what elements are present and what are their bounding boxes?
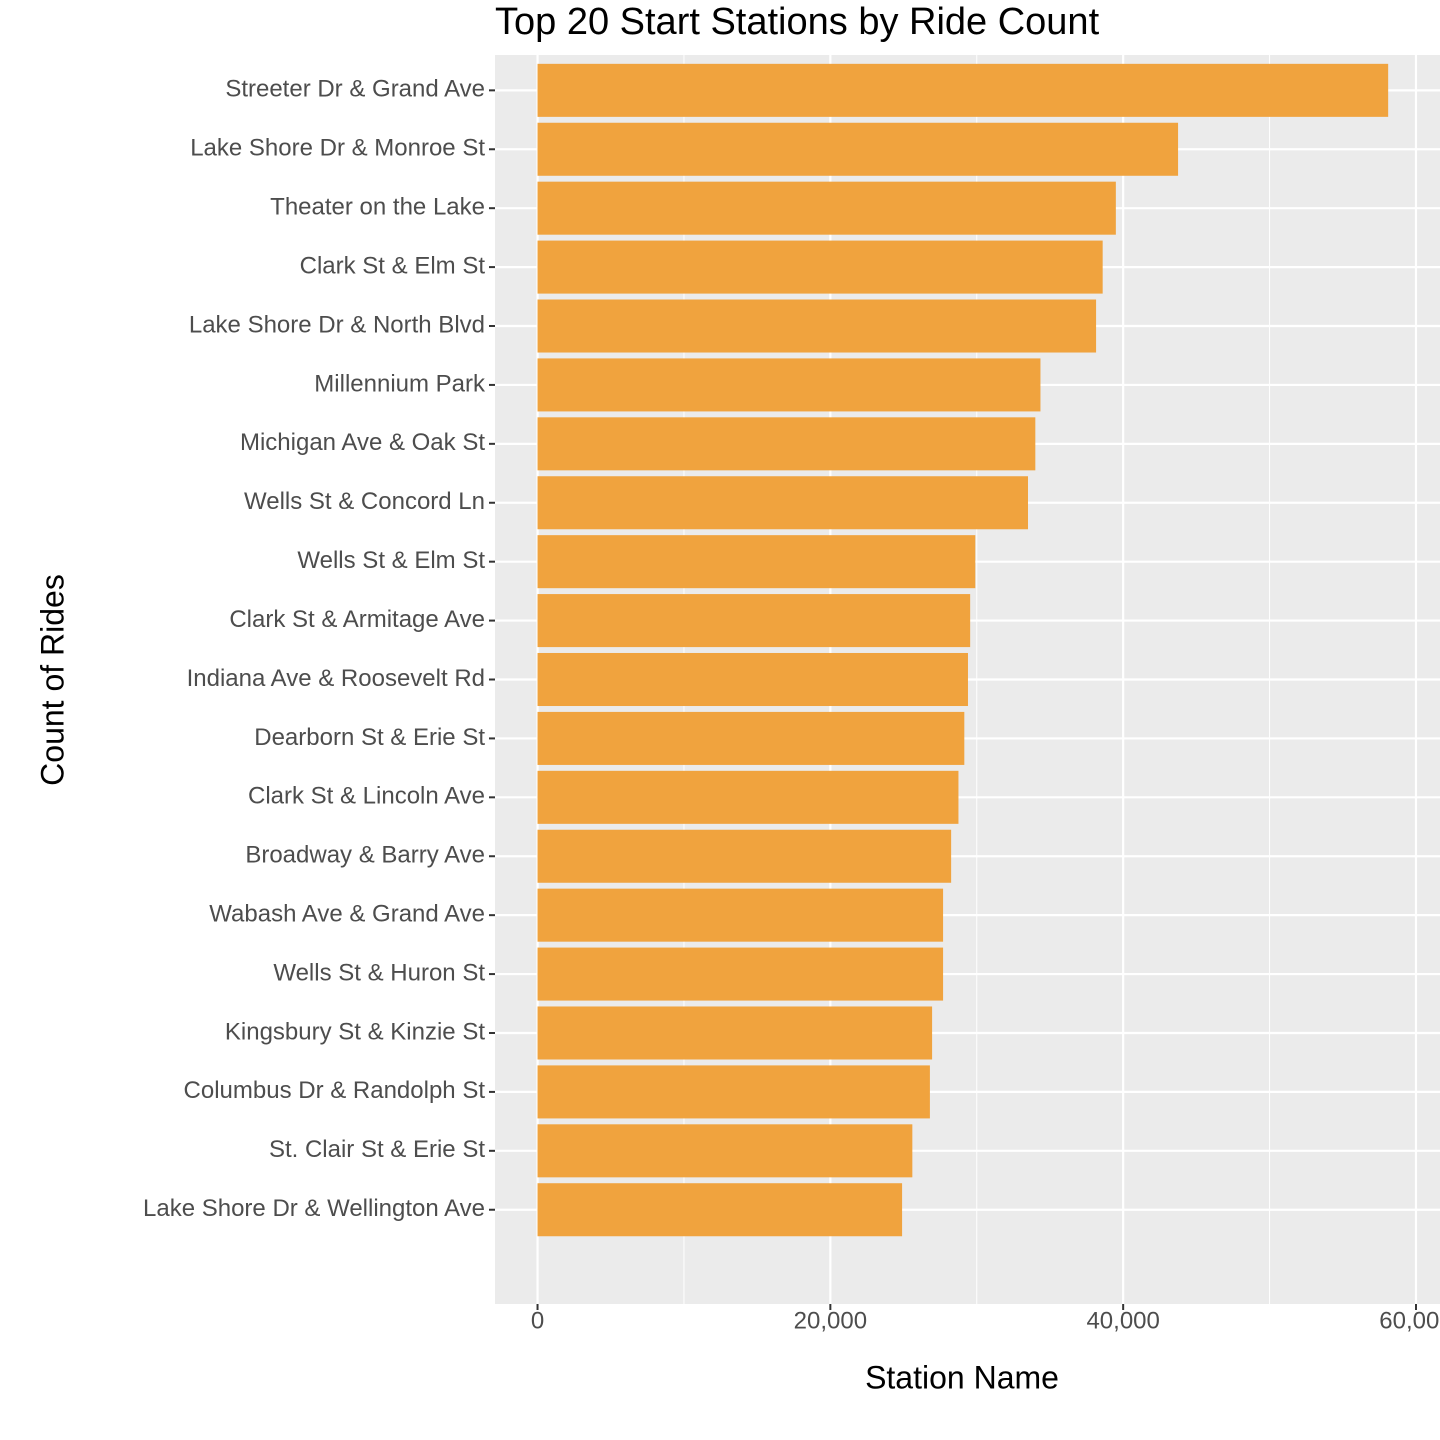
x-tick-label: 20,000 xyxy=(794,1307,867,1334)
bar xyxy=(537,947,944,1001)
bar xyxy=(537,122,1179,176)
bar xyxy=(537,888,944,942)
bar xyxy=(537,358,1041,412)
y-tick-label: Lake Shore Dr & North Blvd xyxy=(189,311,485,338)
x-tick-label: 60,000 xyxy=(1379,1307,1440,1334)
y-tick-label: Dearborn St & Erie St xyxy=(254,724,485,751)
bar xyxy=(537,535,976,589)
bar xyxy=(537,652,968,707)
y-tick-label: Michigan Ave & Oak St xyxy=(240,429,485,456)
bar xyxy=(537,240,1103,294)
bar xyxy=(537,1183,903,1237)
bar xyxy=(537,181,1116,235)
bar xyxy=(537,1006,933,1060)
x-tick-label: 0 xyxy=(531,1307,544,1334)
y-tick-label: Wells St & Concord Ln xyxy=(244,488,485,515)
y-tick-label: Broadway & Barry Ave xyxy=(245,842,485,869)
y-tick-label: Lake Shore Dr & Monroe St xyxy=(190,135,485,162)
x-tick-label: 40,000 xyxy=(1086,1307,1159,1334)
bar xyxy=(537,299,1097,353)
y-tick-label: Wabash Ave & Grand Ave xyxy=(209,901,485,928)
chart-title: Top 20 Start Stations by Ride Count xyxy=(495,1,1100,43)
y-tick-label: Columbus Dr & Randolph St xyxy=(184,1077,486,1104)
y-tick-label: Wells St & Elm St xyxy=(297,547,485,574)
y-tick-label: Lake Shore Dr & Wellington Ave xyxy=(143,1195,485,1222)
y-tick-label: Millennium Park xyxy=(314,370,486,397)
y-tick-label: Streeter Dr & Grand Ave xyxy=(225,76,485,103)
bar xyxy=(537,829,952,883)
y-tick-label: Clark St & Elm St xyxy=(300,252,486,279)
bar xyxy=(537,594,971,648)
y-tick-label: Kingsbury St & Kinzie St xyxy=(225,1018,485,1045)
y-tick-label: Indiana Ave & Roosevelt Rd xyxy=(187,665,485,692)
bar xyxy=(537,711,965,765)
y-tick-label: Wells St & Huron St xyxy=(273,959,485,986)
y-tick-label: St. Clair St & Erie St xyxy=(269,1136,485,1163)
bar xyxy=(537,417,1036,471)
bar xyxy=(537,1124,913,1178)
bar xyxy=(537,770,959,824)
y-tick-label: Clark St & Armitage Ave xyxy=(229,606,485,633)
bar xyxy=(537,1065,930,1119)
bar xyxy=(537,63,1389,117)
x-axis-title: Station Name xyxy=(865,1359,1059,1395)
y-axis-title: Count of Rides xyxy=(34,574,70,786)
y-tick-label: Clark St & Lincoln Ave xyxy=(248,783,485,810)
y-tick-label: Theater on the Lake xyxy=(270,194,485,221)
bar xyxy=(537,476,1029,530)
